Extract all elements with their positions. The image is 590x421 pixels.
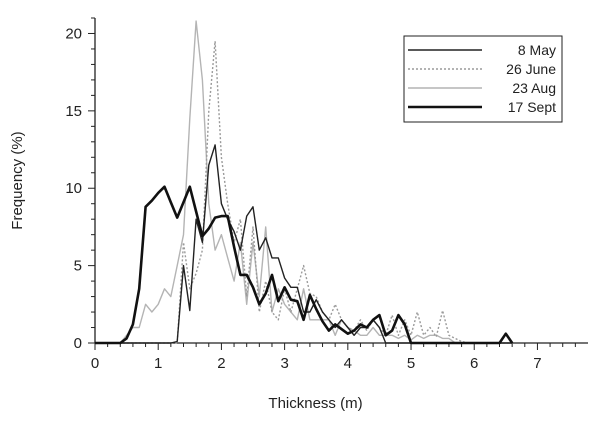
x-tick-label: 0	[91, 355, 99, 372]
x-tick-label: 7	[533, 355, 541, 372]
legend-label-26-june: 26 June	[506, 61, 556, 77]
y-tick-label: 0	[74, 335, 82, 352]
x-ticks: 0 1 2 3 4 5 6 7	[91, 343, 576, 372]
series-line-23-aug	[95, 20, 513, 344]
y-tick-label: 5	[74, 258, 82, 275]
x-tick-label: 1	[154, 355, 162, 372]
x-tick-label: 5	[407, 355, 415, 372]
x-tick-label: 3	[280, 355, 288, 372]
y-tick-label: 10	[65, 180, 82, 197]
x-axis-title: Thickness (m)	[268, 395, 362, 412]
y-ticks: 0 5 10 15 20	[65, 17, 95, 352]
x-tick-label: 2	[217, 355, 225, 372]
legend-label-23-aug: 23 Aug	[512, 80, 556, 96]
y-tick-label: 20	[65, 25, 82, 42]
y-axis-title: Frequency (%)	[9, 131, 26, 229]
y-tick-label: 15	[65, 103, 82, 120]
legend-label-17-sept: 17 Sept	[508, 99, 556, 115]
series-line-8-may	[95, 144, 513, 344]
x-tick-label: 6	[470, 355, 478, 372]
legend: 8 May 26 June 23 Aug 17 Sept	[403, 35, 563, 123]
series-lines	[95, 20, 514, 345]
x-tick-label: 4	[344, 355, 352, 372]
legend-label-8-may: 8 May	[518, 42, 556, 58]
series-line-17-sept	[95, 185, 514, 345]
